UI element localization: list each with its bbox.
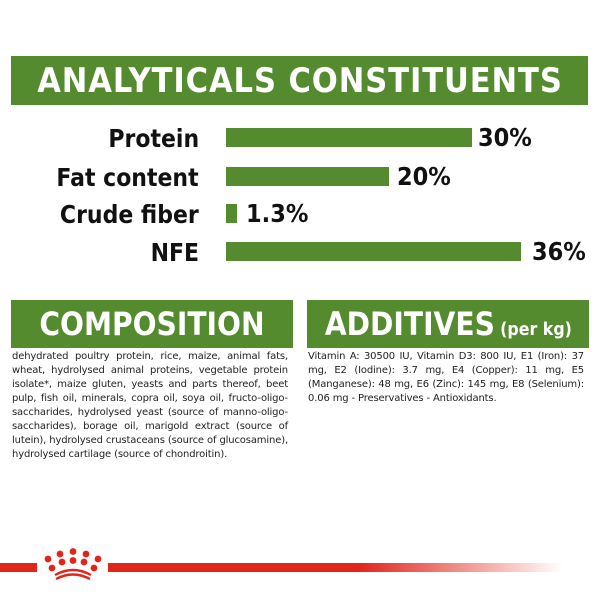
additives-title-main: ADDITIVES — [324, 305, 495, 343]
row-value: 1.3% — [246, 199, 309, 228]
additives-text: Vitamin A: 30500 IU, Vitamin D3: 800 IU,… — [308, 351, 584, 404]
chart-row-protein: Protein 30% — [0, 123, 600, 154]
chart-row-crude-fiber: Crude fiber 1.3% — [0, 199, 600, 230]
bar-nfe — [226, 242, 521, 261]
additives-subtitle: (per kg) — [499, 319, 572, 340]
footer-line-right — [108, 563, 563, 572]
chart-row-fat-content: Fat content 20% — [0, 162, 600, 193]
additives-header: ADDITIVES (per kg) — [307, 300, 589, 348]
chart-title: ANALYTICALS CONSTITUENTS — [36, 60, 563, 101]
chart-row-nfe: NFE 36% — [0, 237, 600, 268]
row-label: Crude fiber — [60, 200, 199, 229]
footer-line-left — [0, 563, 37, 572]
row-label: Protein — [108, 124, 199, 153]
row-label: Fat content — [56, 163, 199, 192]
composition-title: COMPOSITION — [39, 305, 265, 343]
analytical-constituents-banner: ANALYTICALS CONSTITUENTS — [11, 56, 588, 105]
additives-title: ADDITIVES (per kg) — [324, 305, 571, 343]
composition-text: dehydrated poultry protein, rice, maize,… — [12, 351, 288, 460]
bar-protein — [226, 128, 472, 147]
composition-header: COMPOSITION — [11, 300, 293, 348]
bar-fat-content — [226, 167, 389, 186]
row-value: 30% — [478, 123, 532, 152]
row-label: NFE — [150, 238, 199, 267]
row-value: 20% — [397, 162, 451, 191]
crown-icon — [44, 548, 102, 581]
bar-crude-fiber — [226, 204, 237, 223]
row-value: 36% — [532, 237, 586, 266]
